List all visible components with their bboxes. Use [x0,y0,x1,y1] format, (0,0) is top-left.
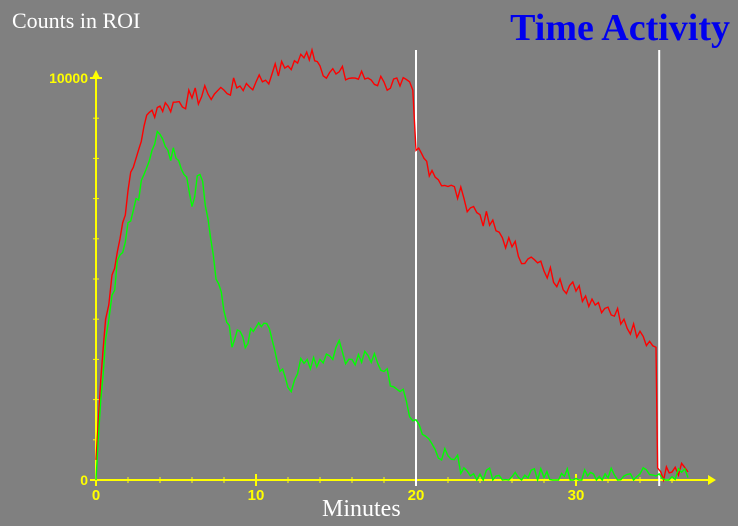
y-tick-label: 10000 [49,70,88,86]
y-axis-label: Counts in ROI [12,8,141,33]
x-axis-arrow [708,475,716,485]
x-axis-label: Minutes [322,496,401,522]
series-line-green [95,130,689,483]
x-tick-label: 10 [248,487,265,504]
x-tick-label: 20 [408,487,425,504]
y-axis-arrow [92,70,100,78]
series-line-red [95,47,689,483]
x-tick-label: 30 [568,487,585,504]
chart-title: Time Activity [510,7,730,49]
x-tick-label: 0 [92,487,100,504]
y-tick-label: 0 [80,472,88,488]
